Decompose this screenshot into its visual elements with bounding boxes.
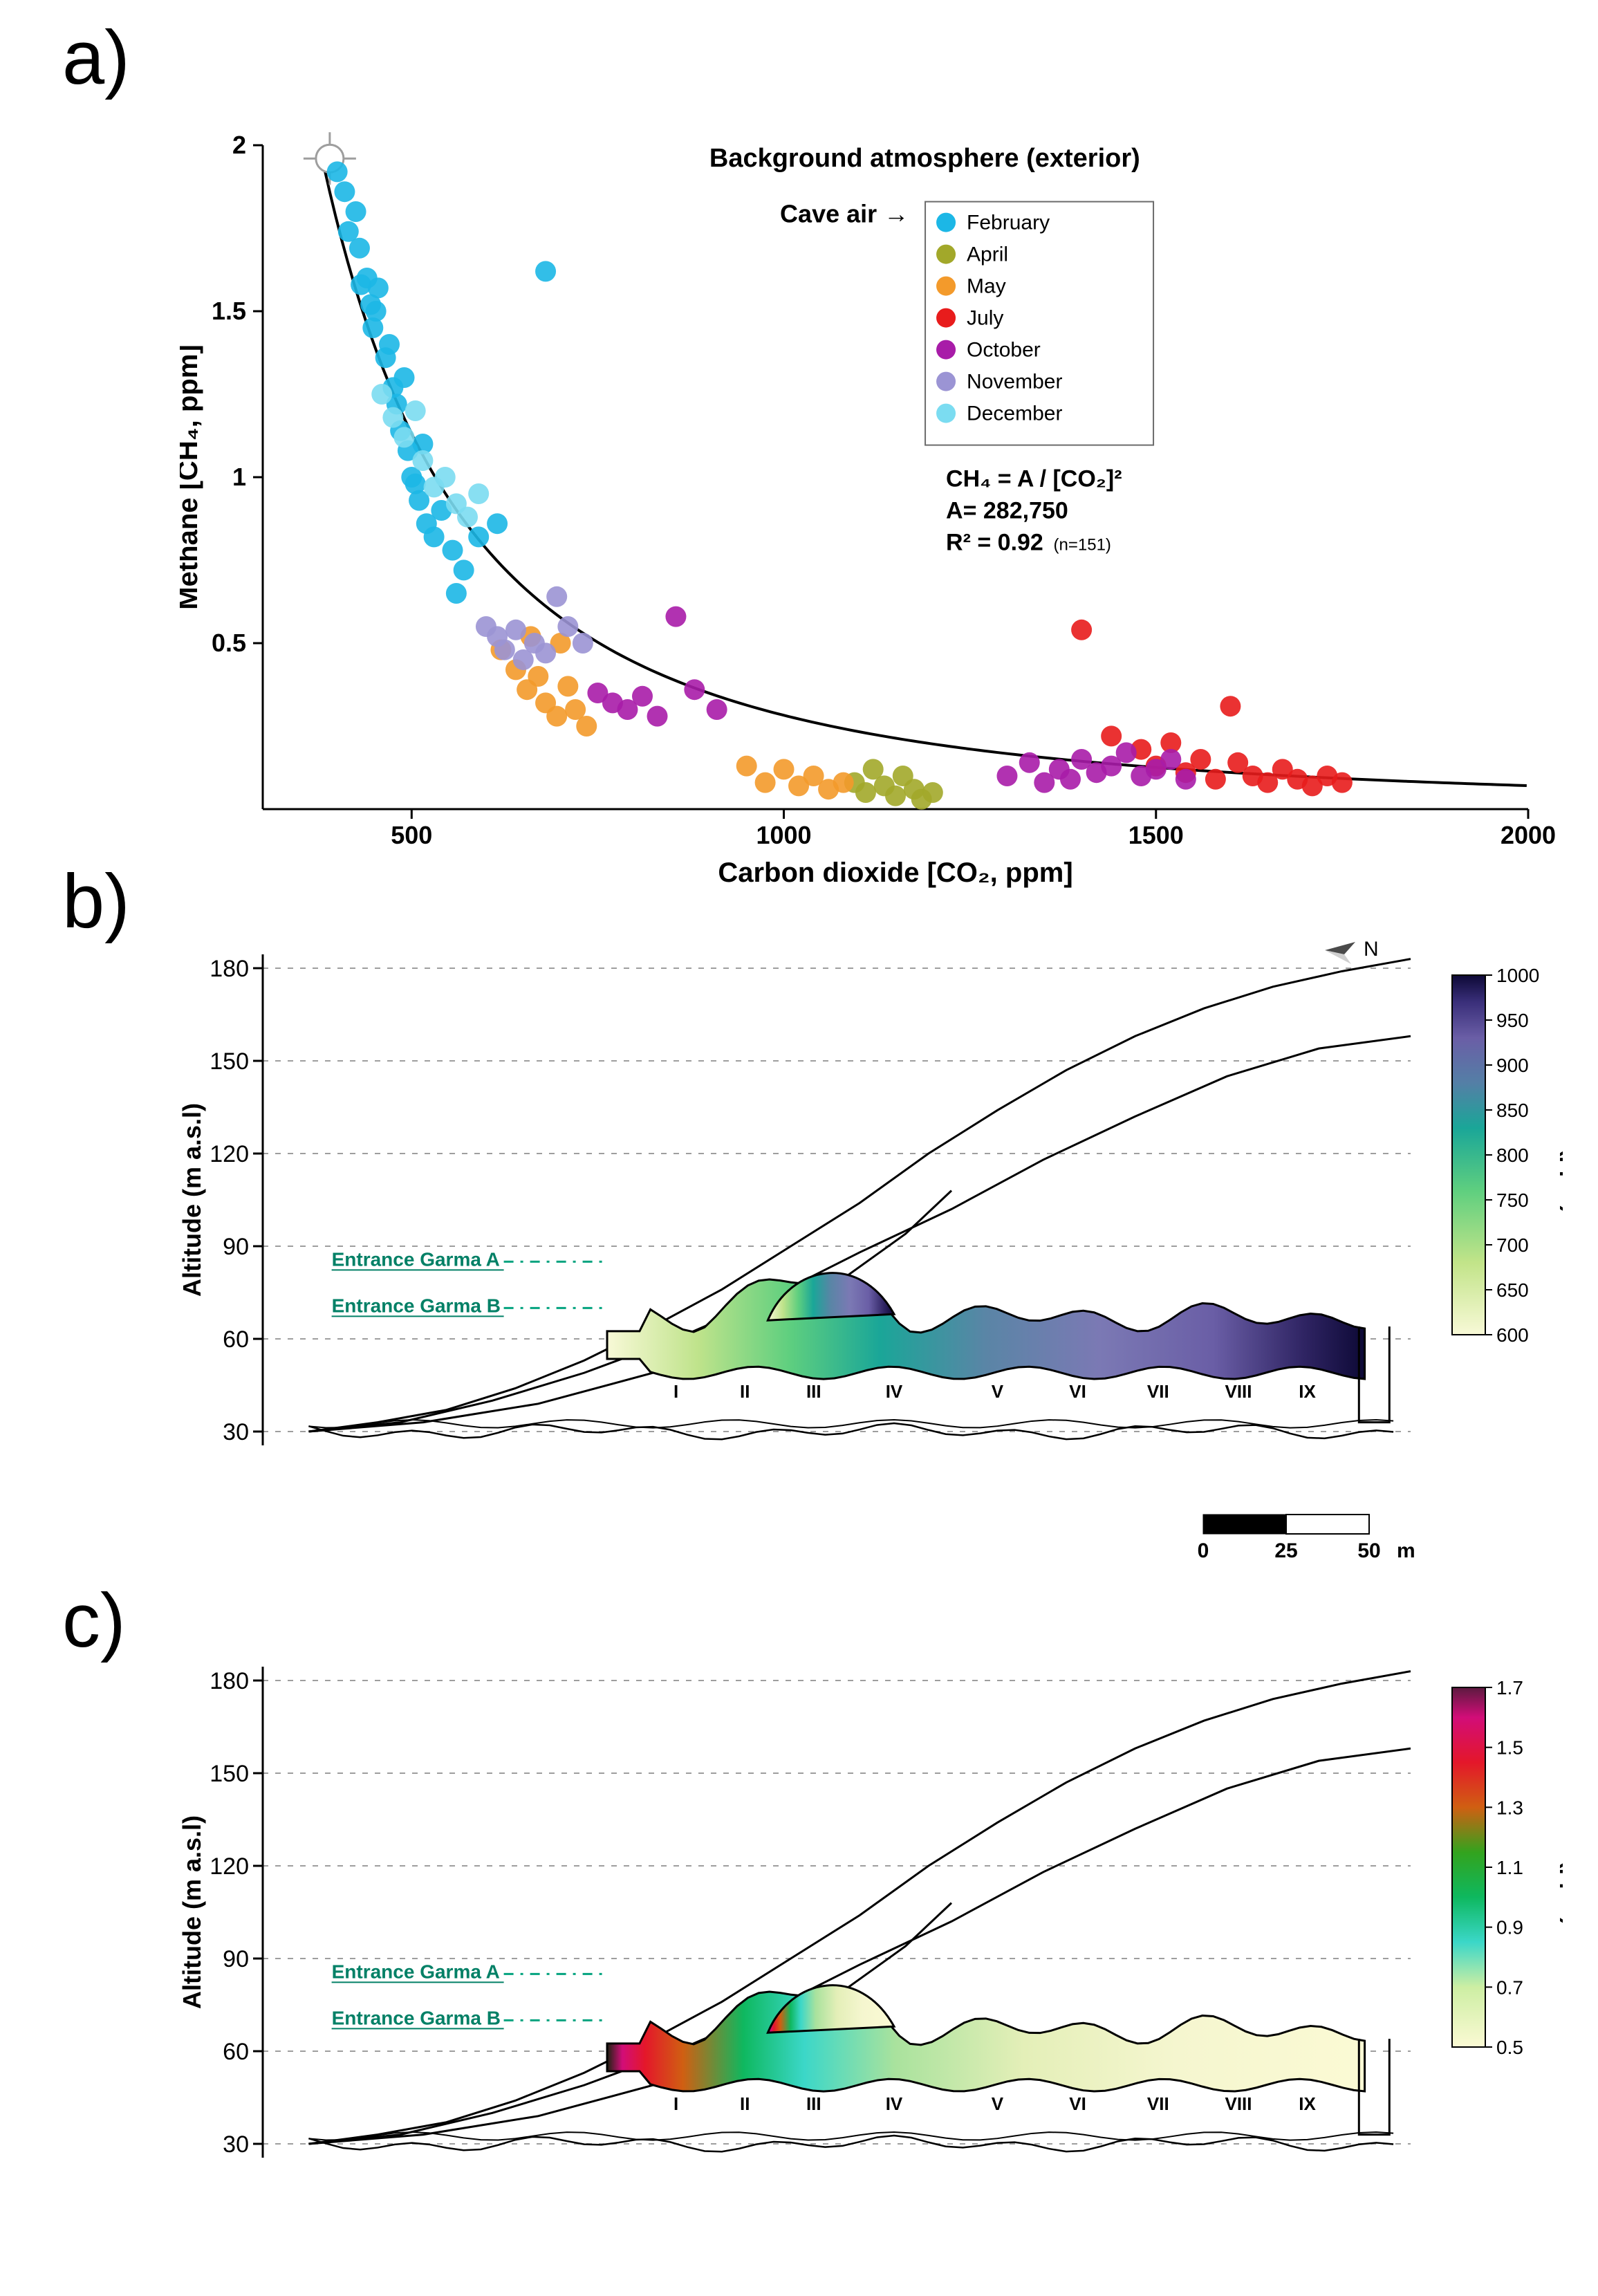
svg-text:R² = 0.92 (n=151): R² = 0.92 (n=151): [946, 530, 1111, 556]
station-label: VIII: [1225, 1381, 1252, 1402]
colorbar-label: CH₄ (ppm): [1559, 1808, 1563, 1925]
svg-text:1000: 1000: [1496, 965, 1539, 986]
series-february: [327, 161, 556, 604]
colorbar-label: CO₂ (ppm): [1559, 1096, 1563, 1214]
station-label: I: [673, 1381, 678, 1402]
station-label: VII: [1147, 2093, 1169, 2114]
panel-b-label: b): [62, 858, 130, 945]
svg-text:500: 500: [391, 821, 432, 849]
svg-text:April: April: [967, 243, 1008, 266]
svg-text:Methane [CH₄, ppm]: Methane [CH₄, ppm]: [180, 344, 203, 610]
svg-text:0.9: 0.9: [1496, 1917, 1523, 1938]
svg-text:850: 850: [1496, 1100, 1529, 1121]
svg-text:120: 120: [210, 1853, 249, 1880]
svg-text:0.5: 0.5: [1496, 2037, 1523, 2058]
series-october: [587, 607, 1196, 793]
svg-text:1.1: 1.1: [1496, 1857, 1523, 1878]
svg-text:950: 950: [1496, 1010, 1529, 1031]
svg-text:Carbon dioxide [CO₂, ppm]: Carbon dioxide [CO₂, ppm]: [718, 858, 1072, 888]
svg-text:650: 650: [1496, 1279, 1529, 1301]
entrance-label: Entrance Garma A: [332, 1248, 500, 1270]
svg-text:30: 30: [223, 1419, 249, 1445]
svg-text:150: 150: [210, 1048, 249, 1075]
svg-text:m: m: [1397, 1539, 1415, 1562]
station-label: IV: [886, 1381, 903, 1402]
entrance-label: Entrance Garma A: [332, 1961, 500, 1982]
svg-text:1.5: 1.5: [212, 297, 246, 325]
station-label: V: [992, 1381, 1004, 1402]
svg-text:July: July: [967, 307, 1003, 330]
station-label: IV: [886, 2093, 903, 2114]
panel-a-label: a): [62, 14, 130, 102]
svg-text:November: November: [967, 371, 1062, 394]
svg-text:N: N: [1364, 938, 1379, 961]
station-label: VIII: [1225, 2093, 1252, 2114]
svg-text:150: 150: [210, 1761, 249, 1787]
station-label: III: [806, 2093, 821, 2114]
station-label: IX: [1299, 2093, 1316, 2114]
station-label: II: [740, 2093, 750, 2114]
cave-air-label: Cave air →: [780, 200, 909, 228]
svg-text:1000: 1000: [756, 821, 811, 849]
svg-text:0.5: 0.5: [212, 629, 246, 657]
ch4-profile: 30 60 90 120 150 180 Altitude (m a.s.l) Entranc…: [180, 1632, 1563, 2296]
cave-gallery: [607, 1279, 1365, 1379]
svg-text:May: May: [967, 275, 1006, 298]
svg-text:1.3: 1.3: [1496, 1797, 1523, 1818]
svg-text:700: 700: [1496, 1234, 1529, 1256]
svg-text:90: 90: [223, 1234, 249, 1260]
svg-text:900: 900: [1496, 1055, 1529, 1076]
svg-text:30: 30: [223, 2131, 249, 2158]
series-april: [844, 759, 943, 809]
entrance-label: Entrance Garma B: [332, 2007, 501, 2028]
svg-text:800: 800: [1496, 1145, 1529, 1166]
station-label: VI: [1069, 2093, 1086, 2114]
station-label: VI: [1069, 1381, 1086, 1402]
svg-text:1: 1: [232, 463, 246, 491]
svg-text:120: 120: [210, 1141, 249, 1167]
svg-text:25: 25: [1274, 1539, 1297, 1562]
station-label: IX: [1299, 1381, 1316, 1402]
co2-profile: 30 60 90 120 150 180 Altitude (m a.s.l) Entranc…: [180, 920, 1563, 1611]
svg-text:1500: 1500: [1128, 821, 1184, 849]
svg-text:December: December: [967, 402, 1062, 425]
svg-text:60: 60: [223, 1326, 249, 1353]
entrance-label: Entrance Garma B: [332, 1295, 501, 1316]
colorbar: [1452, 975, 1485, 1335]
svg-text:February: February: [967, 212, 1050, 234]
svg-text:1.5: 1.5: [1496, 1737, 1523, 1759]
svg-text:0: 0: [1198, 1539, 1209, 1562]
svg-text:CH₄ = A / [CO₂]²: CH₄ = A / [CO₂]²: [946, 466, 1122, 492]
station-label: II: [740, 1381, 750, 1402]
svg-text:1.7: 1.7: [1496, 1677, 1523, 1698]
svg-text:2: 2: [232, 131, 246, 159]
scatter-chart: 500 1000 1500 2000 0.5 1 1.5 2 Carbon dioxide [C…: [180, 118, 1563, 892]
legend: February April May July October November Decem…: [925, 202, 1153, 445]
colorbar: [1452, 1687, 1485, 2047]
svg-text:60: 60: [223, 2039, 249, 2065]
panel-c-label: c): [62, 1577, 126, 1665]
svg-text:90: 90: [223, 1946, 249, 1972]
svg-text:600: 600: [1496, 1324, 1529, 1346]
svg-text:0.7: 0.7: [1496, 1976, 1523, 1998]
svg-text:180: 180: [210, 956, 249, 982]
svg-text:750: 750: [1496, 1189, 1529, 1211]
station-label: V: [992, 2093, 1004, 2114]
station-label: III: [806, 1381, 821, 1402]
svg-text:50: 50: [1357, 1539, 1380, 1562]
svg-text:2000: 2000: [1501, 821, 1556, 849]
svg-text:A= 282,750: A= 282,750: [946, 498, 1068, 524]
svg-text:180: 180: [210, 1668, 249, 1694]
station-label: I: [673, 2093, 678, 2114]
cave-gallery: [607, 1991, 1365, 2091]
station-label: VII: [1147, 1381, 1169, 1402]
bg-atm-label: Background atmosphere (exterior): [709, 144, 1140, 173]
svg-text:October: October: [967, 339, 1041, 362]
svg-text:Altitude (m a.s.l): Altitude (m a.s.l): [180, 1103, 206, 1297]
svg-text:Altitude (m a.s.l): Altitude (m a.s.l): [180, 1815, 206, 2009]
